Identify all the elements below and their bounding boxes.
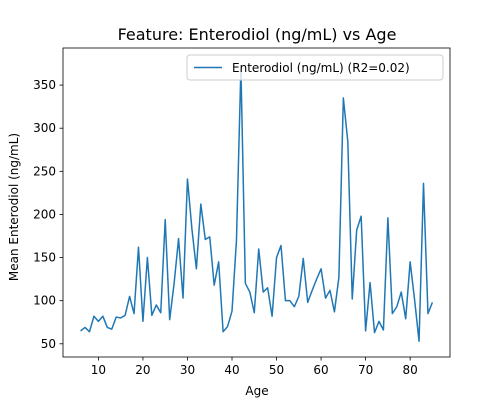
y-tick-label: 350 <box>33 78 56 92</box>
x-tick-label: 50 <box>269 363 284 377</box>
y-tick-label: 100 <box>33 294 56 308</box>
x-tick-label: 70 <box>358 363 373 377</box>
x-tick-label: 80 <box>403 363 418 377</box>
x-tick-label: 40 <box>224 363 239 377</box>
plot-frame <box>62 47 451 358</box>
y-tick-label: 250 <box>33 164 56 178</box>
legend-label: Enterodiol (ng/mL) (R2=0.02) <box>232 61 410 75</box>
x-tick-label: 10 <box>91 363 106 377</box>
series-line-0 <box>80 67 434 342</box>
plot-area: 10 20 30 40 50 60 70 80 50 100 150 200 250 300 350 <box>33 47 451 377</box>
x-axis-label: Age <box>245 384 268 398</box>
legend-box <box>186 54 444 81</box>
y-axis-label: Mean Enterodiol (ng/mL) <box>7 133 21 281</box>
x-tick-label: 20 <box>135 363 150 377</box>
y-tick-label: 150 <box>33 251 56 265</box>
x-tick-label: 30 <box>180 363 195 377</box>
y-tick-label: 200 <box>33 207 56 221</box>
y-tick-label: 50 <box>41 337 56 351</box>
chart-title: Feature: Enterodiol (ng/mL) vs Age <box>118 25 397 44</box>
legend: Enterodiol (ng/mL) (R2=0.02) <box>186 54 444 81</box>
x-tick-label: 60 <box>313 363 328 377</box>
y-tick-label: 300 <box>33 121 56 135</box>
